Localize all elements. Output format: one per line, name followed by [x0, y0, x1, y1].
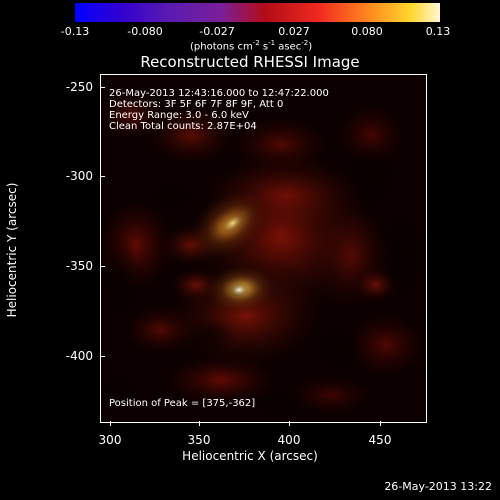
y-tick-label-4: -400	[65, 349, 93, 363]
y-tick-mark-3	[100, 266, 105, 267]
x-tick-mark-4	[380, 421, 381, 426]
units-part-3: asec	[275, 41, 302, 53]
page-title: Reconstructed RHESSI Image	[140, 53, 360, 71]
footer-timestamp: 26-May-2013 13:22	[384, 480, 492, 493]
colorbar-tick-6: 0.13	[425, 25, 451, 38]
colorbar-tick-4: 0.027	[278, 25, 310, 38]
colorbar-tick-1: -0.13	[60, 25, 90, 38]
units-exp-3: -2	[301, 39, 309, 47]
annotation-time: 26-May-2013 12:43:16.000 to 12:47:22.000	[109, 88, 329, 99]
units-part-1: (photons cm	[190, 41, 253, 53]
annotation-clean: Clean Total counts: 2.87E+04	[109, 121, 257, 132]
x-tick-mark-1	[110, 421, 111, 426]
x-tick-label-1: 300	[98, 433, 122, 447]
annotation-detectors: Detectors: 3F 5F 6F 7F 8F 9F, Att 0	[109, 99, 284, 110]
annotation-energy: Energy Range: 3.0 - 6.0 keV	[109, 110, 249, 121]
x-tick-label-4: 450	[368, 433, 392, 447]
units-part-4: )	[308, 41, 313, 53]
colorbar-tick-2: -0.080	[127, 25, 163, 38]
x-tick-mark-3	[289, 421, 290, 426]
colorbar	[75, 3, 440, 22]
colorbar-units: (photons cm-2 s-1 asec-2)	[190, 39, 312, 52]
y-axis-label: Heliocentric Y (arcsec)	[5, 182, 19, 318]
x-axis-label: Heliocentric X (arcsec)	[182, 449, 318, 463]
y-tick-mark-2	[100, 176, 105, 177]
y-tick-label-2: -300	[65, 169, 93, 183]
units-exp-2: -1	[268, 39, 276, 47]
x-tick-label-3: 400	[277, 433, 301, 447]
x-tick-label-2: 350	[187, 433, 211, 447]
annotation-peak: Position of Peak = [375,-362]	[109, 398, 256, 409]
colorbar-gradient	[75, 3, 440, 22]
units-part-2: s	[259, 41, 269, 53]
y-tick-label-1: -250	[65, 80, 93, 94]
image-panel: 26-May-2013 12:43:16.000 to 12:47:22.000…	[100, 74, 427, 423]
units-exp-1: -2	[252, 39, 260, 47]
colorbar-tick-5: 0.080	[351, 25, 383, 38]
y-tick-mark-1	[100, 87, 105, 88]
solar-image	[101, 75, 426, 422]
x-tick-mark-2	[199, 421, 200, 426]
y-tick-label-3: -350	[65, 259, 93, 273]
colorbar-tick-3: -0.027	[199, 25, 235, 38]
y-tick-mark-4	[100, 356, 105, 357]
